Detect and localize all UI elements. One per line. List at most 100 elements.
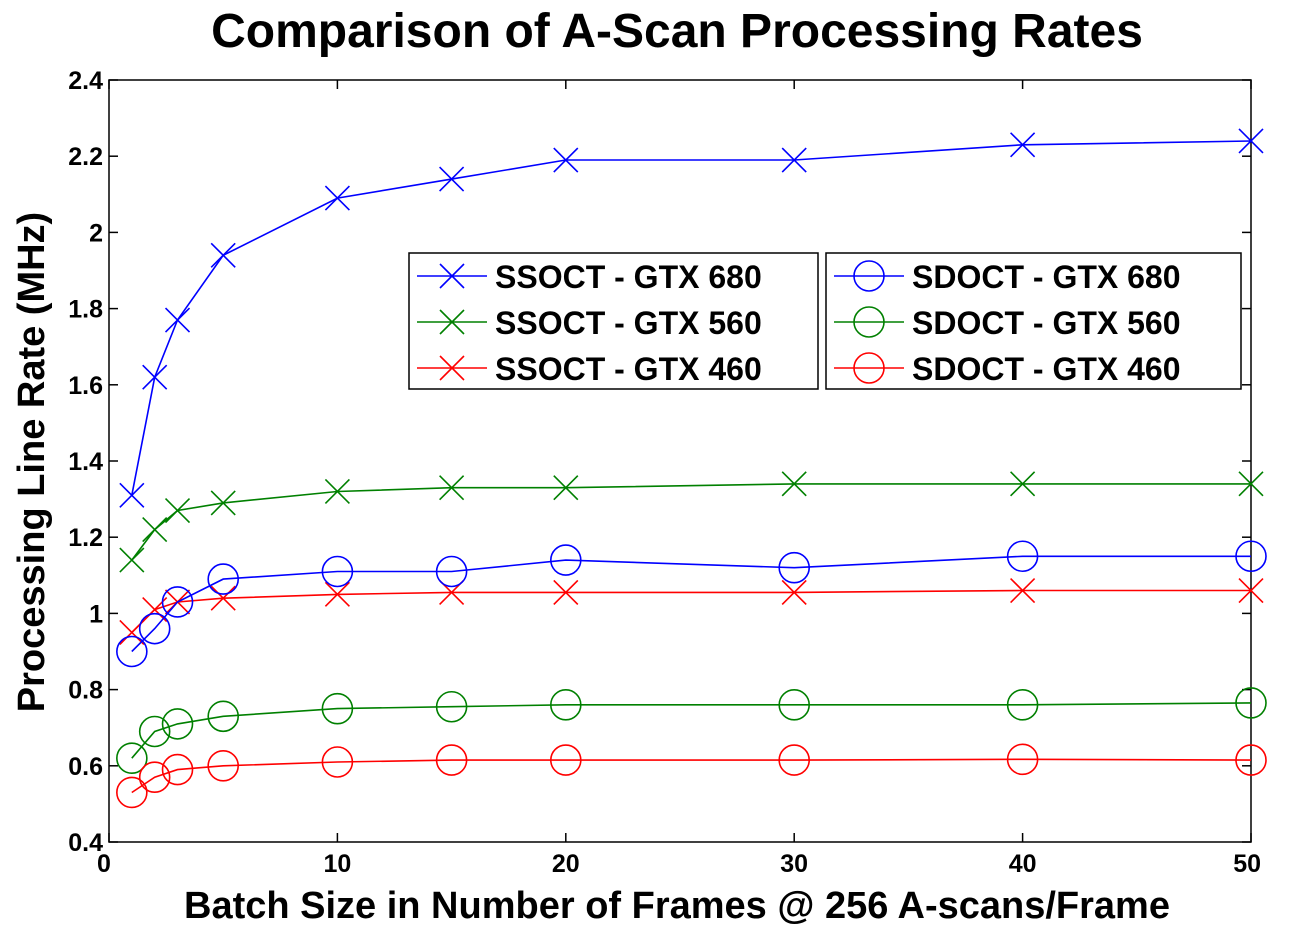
legend-marker <box>853 352 885 384</box>
x-tick-label: 50 <box>1233 850 1261 878</box>
series-2 <box>119 577 1264 646</box>
data-point <box>778 744 811 776</box>
legend-box-0: SSOCT - GTX 680 SSOCT - GTX 560 SSOCT - GT… <box>408 252 819 390</box>
chart-title: Comparison of A-Scan Processing Rates <box>211 5 1143 58</box>
x-axis-label: Batch Size in Number of Frames @ 256 A-s… <box>184 885 1170 927</box>
y-tick-label: 0.8 <box>68 677 103 705</box>
data-point <box>161 708 194 740</box>
data-point <box>210 585 236 611</box>
legend-entry: SSOCT - GTX 680 <box>417 259 762 295</box>
data-point <box>1006 689 1039 721</box>
y-tick-label: 2 <box>89 219 103 247</box>
data-point <box>119 547 145 573</box>
data-point <box>549 744 582 776</box>
data-point <box>1010 132 1036 158</box>
data-point <box>324 185 350 211</box>
x-tick-label: 0 <box>97 850 111 878</box>
series-5 <box>116 743 1267 809</box>
data-point <box>439 166 465 192</box>
data-point <box>207 563 239 595</box>
legend-marker <box>439 355 465 381</box>
data-point <box>161 753 194 786</box>
series-4 <box>116 687 1267 774</box>
legend-entry: SDOCT - GTX 460 <box>834 351 1181 387</box>
data-point <box>138 612 171 645</box>
x-tick-label: 10 <box>323 850 351 878</box>
data-point <box>549 689 582 721</box>
data-point <box>138 715 171 748</box>
series-layer <box>116 128 1267 809</box>
data-point <box>138 761 171 794</box>
plot-area-frame <box>108 79 1252 843</box>
x-tick-label: 40 <box>1009 850 1037 878</box>
data-point <box>1010 577 1036 604</box>
data-point <box>324 581 350 607</box>
data-point <box>1238 128 1264 154</box>
data-point <box>321 746 354 778</box>
legend-marker <box>853 260 885 292</box>
legend-entry: SSOCT - GTX 560 <box>417 305 762 341</box>
data-point <box>116 635 148 668</box>
data-point <box>321 692 354 725</box>
y-tick-label: 2.2 <box>68 143 103 171</box>
data-point <box>207 749 239 782</box>
legend-entry: SDOCT - GTX 680 <box>834 259 1181 295</box>
legend-marker <box>439 309 465 335</box>
legend-marker <box>439 263 465 289</box>
data-point <box>435 690 468 723</box>
data-point <box>116 742 148 774</box>
data-point <box>210 490 236 516</box>
series-line <box>131 555 1251 653</box>
data-point <box>781 471 807 497</box>
data-point <box>435 555 468 588</box>
data-point <box>1235 540 1267 573</box>
y-tick-label: 1 <box>89 600 103 628</box>
series-3 <box>116 540 1267 668</box>
data-point <box>321 555 354 588</box>
legend-label: SSOCT - GTX 460 <box>495 351 762 387</box>
data-point <box>1006 743 1039 776</box>
data-point <box>161 586 194 618</box>
x-tick-label: 30 <box>780 850 808 878</box>
data-point <box>553 475 579 501</box>
legend-label: SDOCT - GTX 460 <box>912 351 1181 387</box>
x-tick-label: 20 <box>552 850 580 878</box>
data-point <box>324 478 350 505</box>
data-point <box>439 475 465 501</box>
y-tick-label: 1.6 <box>68 372 103 400</box>
y-tick-label: 1.4 <box>68 448 103 476</box>
data-point <box>1235 744 1267 776</box>
data-point <box>164 307 191 333</box>
y-tick-label: 1.2 <box>68 524 103 552</box>
data-point <box>435 744 468 776</box>
y-tick-label: 2.4 <box>68 67 103 95</box>
series-line <box>131 758 1252 794</box>
legend-label: SSOCT - GTX 680 <box>495 259 762 295</box>
data-point <box>1238 577 1264 604</box>
legend-entry: SDOCT - GTX 560 <box>834 305 1181 341</box>
legend: SSOCT - GTX 680 SSOCT - GTX 560 SSOCT - GT… <box>408 252 1242 390</box>
data-point <box>119 482 145 508</box>
data-point <box>210 242 236 268</box>
y-axis-label: Processing Line Rate (MHz) <box>11 212 53 712</box>
data-point <box>1238 471 1264 497</box>
data-point <box>778 551 811 584</box>
data-point <box>781 579 807 606</box>
series-line <box>131 702 1252 759</box>
legend-box-1: SDOCT - GTX 680 SDOCT - GTX 560 SDOCT - GT… <box>825 252 1242 390</box>
y-tick-label: 0.4 <box>68 829 103 857</box>
data-point <box>1006 540 1039 573</box>
data-point <box>553 579 579 606</box>
series-line <box>131 140 1252 496</box>
data-point <box>781 147 807 173</box>
legend-label: SDOCT - GTX 560 <box>912 305 1181 341</box>
data-point <box>207 700 239 733</box>
series-line <box>131 589 1251 634</box>
legend-marker <box>853 306 885 338</box>
series-line <box>131 483 1251 561</box>
data-point <box>549 544 582 576</box>
series-1 <box>119 471 1264 573</box>
data-point <box>553 147 579 173</box>
data-point <box>778 689 811 721</box>
